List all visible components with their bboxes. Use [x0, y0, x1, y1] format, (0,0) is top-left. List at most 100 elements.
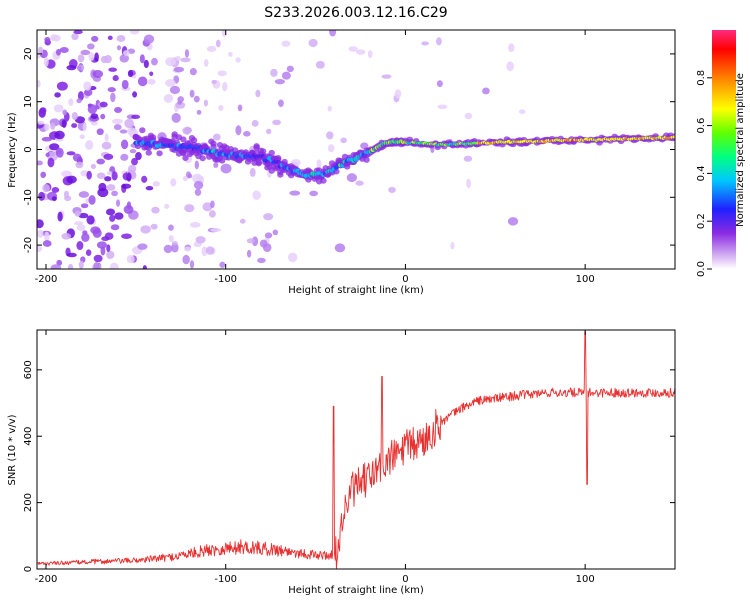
- spectrogram-noise-cell: [507, 217, 519, 226]
- x-tick-label: -100: [214, 574, 237, 585]
- spectrogram-noise-cell: [109, 262, 119, 269]
- spectrogram-noise-cell: [151, 206, 160, 214]
- spectrogram-noise-cell: [421, 41, 430, 46]
- spectrogram-ridge-cell: [190, 137, 198, 144]
- spectrogram-noise-cell: [37, 229, 44, 238]
- spectrogram-noise-cell: [67, 252, 77, 258]
- spectrogram-noise-cell: [83, 81, 92, 91]
- spectrogram-noise-cell: [123, 205, 134, 214]
- spectrogram-noise-cell: [205, 246, 215, 255]
- spectrogram-noise-cell: [315, 60, 325, 69]
- spectrogram-noise-cell: [202, 202, 213, 212]
- spectrogram-noise-cell: [51, 186, 60, 193]
- spectrogram-noise-cell: [141, 175, 148, 183]
- spectrogram-noise-cell: [201, 246, 208, 257]
- spectrogram-noise-cell: [85, 198, 90, 204]
- spectrogram-noise-cell: [37, 46, 44, 56]
- spectrogram-noise-cell: [74, 221, 84, 226]
- spectrogram-noise-cell: [194, 188, 202, 196]
- spectrogram-noise-cell: [62, 109, 68, 116]
- spectrogram-noise-cell: [235, 125, 242, 136]
- spectrogram-noise-cell: [115, 199, 121, 207]
- colorbar-gradient: [712, 30, 736, 269]
- spectrogram-noise-cell: [152, 181, 160, 187]
- spectrogram-noise-cell: [121, 233, 132, 239]
- spectrogram-noise-cell: [215, 39, 221, 48]
- spectrogram-noise-cell: [259, 239, 268, 248]
- spectrogram-ridge-cell: [182, 155, 189, 162]
- spectrogram-noise-cell: [206, 45, 217, 52]
- spectrogram-noise-cell: [327, 144, 335, 153]
- spectrogram-noise-cell: [77, 91, 84, 101]
- spectrogram-noise-cell: [249, 167, 256, 177]
- spectrogram-ridge-cell: [149, 134, 157, 141]
- spectrogram-ridge-cell: [156, 150, 163, 157]
- spectrogram-noise-cell: [281, 71, 291, 80]
- spectrogram-ridge-cell: [210, 143, 217, 150]
- spectrogram-noise-cell: [189, 222, 201, 228]
- spectrogram-noise-cell: [55, 48, 61, 56]
- spectrogram-noise-cell: [55, 147, 64, 158]
- spectrogram-noise-cell: [171, 112, 181, 123]
- spectrogram-noise-cell: [88, 195, 96, 205]
- spectrogram-noise-cell: [309, 190, 318, 197]
- spectrogram-noise-cell: [340, 137, 347, 144]
- spectrogram-noise-cell: [169, 85, 181, 95]
- y-tick-label: 400: [23, 427, 34, 446]
- spectrogram-noise-cell: [39, 107, 47, 114]
- spectrogram-noise-cell: [220, 163, 232, 174]
- spectrogram-noise-cell: [173, 66, 185, 73]
- snr-ylabel: SNR (10 * v/v): [7, 414, 18, 485]
- spectrogram-noise-cell: [164, 203, 170, 209]
- spectrogram-noise-cell: [394, 89, 402, 99]
- colorbar: 0.0 0.2 0.4 0.6 0.8 Normalized spectral ampl…: [696, 30, 746, 277]
- spectrogram-noise-cell: [77, 54, 85, 63]
- spectrogram-noise-cell: [80, 203, 89, 209]
- spectrogram-noise-cell: [61, 232, 72, 240]
- spectrogram-ridge-cell: [363, 156, 370, 163]
- spectrogram-noise-cell: [96, 172, 106, 179]
- spectrogram-noise-cell: [450, 242, 455, 250]
- spectrogram-y-axis: -20 -10 0 10 20: [23, 48, 675, 253]
- spectrogram-noise-cell: [105, 208, 116, 216]
- spectrogram-marks: [37, 30, 675, 269]
- spectrogram-noise-cell: [107, 87, 116, 93]
- spectrogram-noise-cell: [77, 65, 82, 71]
- spectrogram-noise-cell: [270, 68, 278, 77]
- spectrogram-noise-cell: [255, 89, 261, 98]
- spectrogram-noise-cell: [272, 229, 279, 236]
- spectrogram-noise-cell: [75, 161, 84, 169]
- y-tick-label: 20: [23, 48, 34, 61]
- spectrogram-noise-cell: [147, 78, 156, 85]
- spectrogram-noise-cell: [228, 51, 233, 57]
- spectrogram-noise-cell: [265, 128, 272, 135]
- spectrogram-noise-cell: [213, 133, 221, 141]
- colorbar-tick-label: 0.4: [696, 165, 707, 181]
- spectrogram-noise-cell: [388, 186, 396, 194]
- spectrogram-noise-cell: [47, 157, 55, 168]
- spectrogram-noise-cell: [193, 95, 200, 103]
- spectrogram-noise-cell: [184, 49, 190, 58]
- spectrogram-noise-cell: [110, 224, 120, 231]
- spectrogram-noise-cell: [103, 153, 114, 160]
- spectrogram-noise-cell: [163, 244, 173, 254]
- spectrogram-noise-cell: [127, 69, 134, 78]
- spectrogram-noise-cell: [436, 37, 442, 46]
- spectrogram-noise-cell: [326, 131, 334, 140]
- x-tick-label: 0: [402, 274, 408, 285]
- spectrogram-noise-cell: [91, 35, 99, 42]
- spectrogram-noise-cell: [116, 45, 122, 51]
- spectrogram-noise-cell: [93, 261, 100, 269]
- spectrogram-noise-cell: [45, 152, 50, 158]
- spectrogram-noise-cell: [180, 57, 191, 63]
- spectrogram-noise-cell: [90, 113, 99, 119]
- spectrogram-noise-cell: [50, 122, 56, 130]
- spectrogram-noise-cell: [263, 213, 274, 221]
- x-tick-label: -100: [214, 274, 237, 285]
- colorbar-label: Normalized spectral amplitude: [735, 73, 746, 227]
- spectrogram-noise-cell: [114, 106, 122, 113]
- spectrogram-noise-cell: [436, 80, 443, 88]
- spectrogram-noise-cell: [437, 104, 448, 110]
- spectrogram-noise-cell: [50, 264, 62, 269]
- spectrogram-noise-cell: [71, 111, 78, 121]
